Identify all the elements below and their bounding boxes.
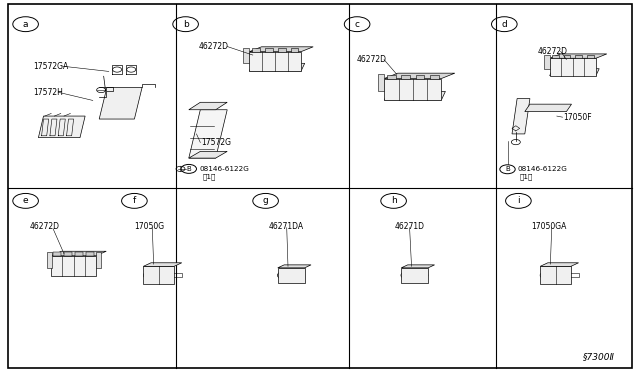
Text: e: e bbox=[23, 196, 28, 205]
Text: B: B bbox=[186, 166, 191, 172]
Polygon shape bbox=[189, 102, 227, 110]
Bar bbox=[76, 252, 83, 256]
Polygon shape bbox=[540, 263, 579, 266]
Polygon shape bbox=[401, 265, 435, 268]
Polygon shape bbox=[51, 256, 96, 276]
Polygon shape bbox=[51, 251, 106, 256]
Bar bbox=[415, 75, 424, 78]
Polygon shape bbox=[189, 110, 227, 158]
Text: 46271D: 46271D bbox=[394, 222, 424, 231]
Bar bbox=[575, 55, 582, 58]
Text: B: B bbox=[505, 166, 510, 172]
Text: §7300Ⅱ: §7300Ⅱ bbox=[582, 352, 614, 361]
Polygon shape bbox=[550, 69, 599, 76]
Text: 17050GA: 17050GA bbox=[531, 222, 566, 231]
Bar bbox=[53, 252, 61, 256]
Polygon shape bbox=[512, 99, 530, 134]
Bar bbox=[64, 252, 72, 256]
Bar bbox=[252, 48, 260, 52]
Bar bbox=[387, 75, 396, 78]
Polygon shape bbox=[143, 263, 182, 266]
Polygon shape bbox=[525, 104, 572, 112]
Text: g: g bbox=[263, 196, 268, 205]
Text: h: h bbox=[391, 196, 396, 205]
Text: d: d bbox=[502, 20, 507, 29]
Polygon shape bbox=[278, 268, 305, 283]
Polygon shape bbox=[384, 73, 455, 78]
Text: i: i bbox=[517, 196, 520, 205]
Polygon shape bbox=[189, 151, 227, 158]
Text: 46272D: 46272D bbox=[538, 47, 568, 56]
Polygon shape bbox=[99, 87, 142, 119]
Bar bbox=[552, 55, 559, 58]
Polygon shape bbox=[384, 92, 445, 100]
Polygon shape bbox=[143, 266, 174, 284]
Polygon shape bbox=[540, 266, 571, 284]
Text: 08146-6122G: 08146-6122G bbox=[517, 166, 567, 172]
Polygon shape bbox=[378, 74, 384, 92]
Text: （1）: （1） bbox=[202, 173, 216, 180]
Polygon shape bbox=[250, 63, 305, 71]
Text: 08146-6122G: 08146-6122G bbox=[200, 166, 250, 172]
Text: 46271DA: 46271DA bbox=[269, 222, 304, 231]
Text: 17572G: 17572G bbox=[202, 138, 232, 147]
Bar bbox=[265, 48, 273, 52]
Polygon shape bbox=[550, 58, 596, 76]
Polygon shape bbox=[38, 116, 85, 138]
Polygon shape bbox=[278, 265, 311, 268]
Bar bbox=[430, 75, 438, 78]
Text: （1）: （1） bbox=[520, 173, 533, 180]
Text: 17572H: 17572H bbox=[33, 88, 63, 97]
Text: 17572GA: 17572GA bbox=[33, 62, 68, 71]
Polygon shape bbox=[550, 54, 607, 58]
Text: 46272D: 46272D bbox=[198, 42, 228, 51]
Polygon shape bbox=[384, 78, 442, 100]
Text: 17050G: 17050G bbox=[134, 222, 164, 231]
Text: f: f bbox=[132, 196, 136, 205]
Text: c: c bbox=[355, 20, 360, 29]
Polygon shape bbox=[401, 268, 428, 283]
Bar bbox=[86, 252, 94, 256]
Polygon shape bbox=[250, 47, 313, 52]
Bar bbox=[401, 75, 410, 78]
Polygon shape bbox=[243, 48, 250, 63]
Text: a: a bbox=[23, 20, 28, 29]
Polygon shape bbox=[544, 55, 550, 69]
Text: 17050F: 17050F bbox=[563, 113, 592, 122]
Text: 46272D: 46272D bbox=[30, 222, 60, 231]
Polygon shape bbox=[250, 52, 301, 71]
Polygon shape bbox=[96, 252, 101, 268]
Bar bbox=[278, 48, 285, 52]
Text: b: b bbox=[183, 20, 188, 29]
Polygon shape bbox=[47, 252, 52, 268]
Text: 46272D: 46272D bbox=[356, 55, 387, 64]
Bar bbox=[291, 48, 298, 52]
Bar bbox=[587, 55, 594, 58]
Bar bbox=[564, 55, 570, 58]
